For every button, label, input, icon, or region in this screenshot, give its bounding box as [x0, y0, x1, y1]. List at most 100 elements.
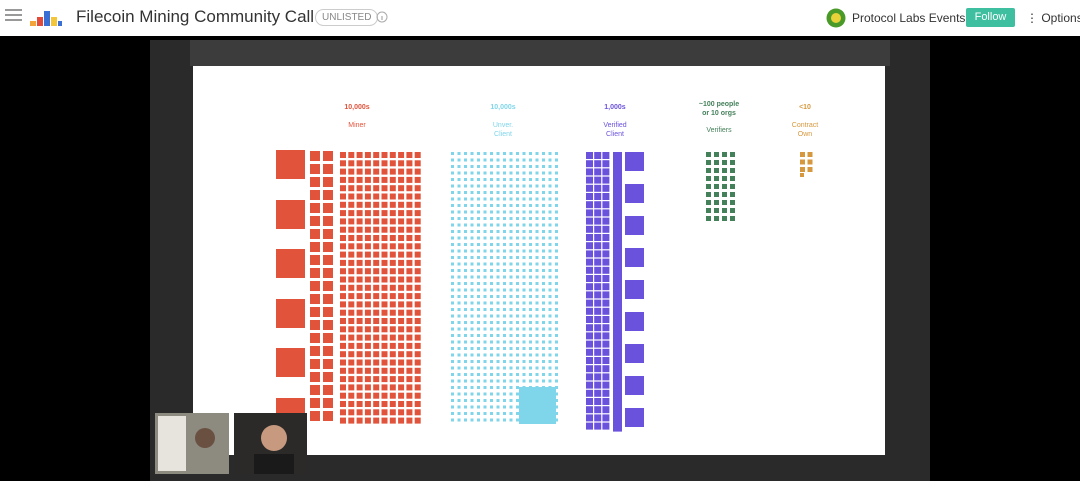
- square: [555, 373, 558, 376]
- square: [364, 160, 371, 167]
- square: [613, 275, 622, 284]
- channel-avatar[interactable]: [826, 8, 846, 28]
- square: [522, 301, 526, 305]
- square: [483, 269, 487, 272]
- square: [348, 276, 355, 283]
- square: [490, 275, 493, 279]
- logo[interactable]: [30, 9, 62, 27]
- square: [389, 251, 396, 258]
- square: [535, 230, 539, 233]
- square: [414, 235, 421, 241]
- square: [555, 269, 558, 272]
- square: [414, 409, 421, 416]
- square: [529, 360, 532, 363]
- square: [555, 204, 558, 207]
- square: [389, 160, 396, 167]
- square: [356, 417, 363, 424]
- square: [730, 216, 735, 221]
- square: [340, 326, 346, 333]
- square: [516, 418, 519, 422]
- square: [503, 405, 506, 409]
- square: [406, 376, 413, 383]
- square: [555, 191, 558, 194]
- square: [529, 327, 532, 331]
- square: [535, 308, 539, 311]
- square: [356, 367, 363, 374]
- square: [398, 201, 405, 208]
- square: [509, 275, 513, 279]
- square: [613, 283, 622, 293]
- square: [555, 288, 558, 292]
- square: [535, 340, 539, 344]
- square: [356, 276, 363, 283]
- menu-icon[interactable]: [5, 8, 23, 22]
- square: [586, 398, 593, 405]
- square: [542, 217, 545, 220]
- square: [586, 332, 593, 340]
- options[interactable]: ⋮ Options: [1026, 11, 1080, 25]
- square: [586, 184, 593, 192]
- square: [496, 334, 500, 337]
- square: [535, 223, 539, 227]
- square: [714, 168, 719, 173]
- square: [706, 160, 711, 165]
- square: [613, 299, 622, 309]
- square: [594, 176, 602, 184]
- square: [548, 262, 552, 266]
- square: [310, 320, 320, 330]
- square: [464, 308, 467, 311]
- square: [535, 178, 539, 181]
- square: [535, 269, 539, 272]
- square: [602, 406, 610, 414]
- square: [451, 282, 454, 285]
- square: [535, 197, 539, 201]
- square: [548, 165, 552, 168]
- info-icon[interactable]: [376, 11, 388, 23]
- square: [451, 230, 454, 233]
- square: [586, 373, 593, 381]
- square: [516, 210, 519, 214]
- square: [594, 332, 602, 340]
- square: [483, 314, 487, 318]
- square: [477, 412, 480, 415]
- square: [470, 171, 474, 175]
- square: [509, 171, 513, 175]
- square: [625, 280, 644, 299]
- square: [457, 405, 461, 409]
- square: [586, 234, 593, 241]
- square: [535, 288, 539, 292]
- square: [586, 324, 593, 332]
- square: [503, 418, 506, 422]
- square: [414, 193, 421, 200]
- square: [373, 176, 380, 183]
- square: [542, 223, 545, 227]
- square: [490, 347, 493, 350]
- square: [490, 184, 493, 188]
- square: [490, 392, 493, 396]
- square: [398, 276, 405, 283]
- channel-name[interactable]: Protocol Labs Events: [852, 11, 966, 25]
- square: [594, 340, 602, 348]
- square: [340, 384, 346, 391]
- square: [586, 250, 593, 258]
- square: [483, 165, 487, 168]
- square: [613, 373, 622, 383]
- participant-background: [158, 416, 186, 471]
- square: [451, 373, 454, 376]
- square: [730, 208, 735, 213]
- square: [503, 236, 506, 240]
- square: [509, 353, 513, 357]
- square: [470, 308, 474, 311]
- square: [516, 340, 519, 344]
- square: [470, 321, 474, 324]
- square: [496, 327, 500, 331]
- square: [602, 398, 610, 405]
- square: [389, 351, 396, 358]
- square: [364, 376, 371, 383]
- square: [406, 384, 413, 391]
- square: [516, 360, 519, 363]
- square: [555, 217, 558, 220]
- square: [470, 418, 474, 422]
- follow-button[interactable]: Follow: [966, 8, 1015, 27]
- square: [503, 347, 506, 350]
